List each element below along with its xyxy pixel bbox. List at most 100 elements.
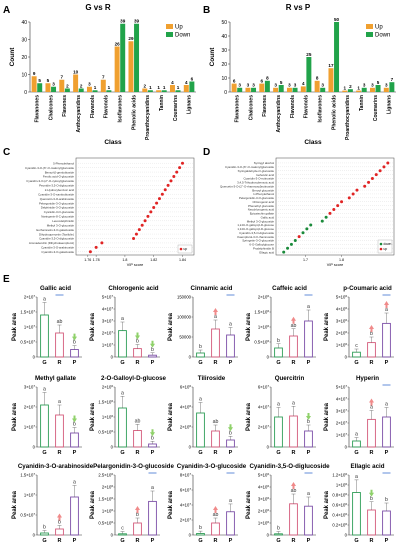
y-tick-exponent: 7 <box>345 384 347 388</box>
y-tick-exponent: 6 <box>111 414 113 418</box>
bar-up <box>369 87 375 92</box>
bar-up <box>142 88 148 92</box>
vip-point-up <box>340 200 344 204</box>
bar-value-label: 1 <box>344 85 347 90</box>
chart-title: 2-O-Galloyl-D-glucose <box>101 375 167 382</box>
x-tick-label: Isoflavones <box>117 95 123 123</box>
y-tick-exponent: 6 <box>111 496 113 500</box>
x-tick-label: P <box>307 360 311 366</box>
y-tick-exponent: 7 <box>345 420 347 424</box>
bar-value-label: 25 <box>306 52 312 57</box>
y-tick-exponent: 6 <box>267 520 269 524</box>
bar-down <box>106 90 112 92</box>
y-tick-exponent: 6 <box>111 399 113 403</box>
bar-p <box>382 322 391 358</box>
x-tick-label: P <box>151 360 155 366</box>
bar-up <box>286 87 292 92</box>
metabolite-label: Gallic acid <box>261 215 275 219</box>
bar-up <box>100 79 106 92</box>
change-arrow-down <box>306 413 311 420</box>
peak-area-chart: Quercitrin 0 2×107 4×107 6×107 Peak area a Ga Rb… <box>246 375 316 456</box>
y-tick-label: 2×106 <box>102 484 113 490</box>
bar-up <box>342 90 348 92</box>
bar-up <box>356 90 362 92</box>
x-tick-label: P <box>307 450 311 456</box>
x-tick-label: 1.76 <box>84 258 91 262</box>
chart-title: Caffeic acid <box>272 285 307 292</box>
y-tick-exponent: 6 <box>267 484 269 488</box>
y-axis-label: Peak area <box>12 312 18 341</box>
y-tick-exponent: 7 <box>33 339 35 343</box>
bar-value-label: 3 <box>321 83 324 88</box>
x-tick-label: Flavones <box>62 95 68 117</box>
y-tick-label: 0.5×107 <box>20 512 35 518</box>
vip-point-up <box>328 211 332 215</box>
bar-value-label: 3 <box>363 83 366 88</box>
y-tick-exponent: 6 <box>111 484 113 488</box>
bar-down <box>292 87 298 92</box>
vip-point-down <box>305 227 309 231</box>
legend-label: up <box>184 247 188 251</box>
x-tick-label: G <box>354 450 358 456</box>
significance-letter: c <box>355 343 358 349</box>
vip-point-up <box>374 173 378 177</box>
x-tick-label: Anthocyanidins <box>76 95 82 133</box>
y-tick-exponent: 7 <box>33 512 35 516</box>
y-tick-label: 3×107 <box>102 318 113 324</box>
y-tick-label: 4×107 <box>102 306 113 312</box>
y-tick-label: 4×106 <box>258 484 269 490</box>
y-tick-exponent: 6 <box>189 384 191 388</box>
y-tick-exponent: 6 <box>345 330 347 334</box>
x-tick-label: P <box>307 538 311 544</box>
chart-title: Methyl gallate <box>35 375 76 382</box>
bar-down <box>347 89 353 92</box>
x-tick-label: Isoflavones <box>317 95 323 123</box>
y-tick-label: 20 <box>21 55 27 61</box>
y-tick-label: 1.5×107 <box>20 309 35 315</box>
bar-up <box>59 79 65 92</box>
metabolite-label: Cyanidin-3-O-sambubioside <box>38 192 74 196</box>
y-tick-exponent: 6 <box>267 324 269 328</box>
vip-point-up <box>363 184 367 188</box>
x-tick-label: Flavanols <box>90 95 96 118</box>
chart-title: p-Coumaric acid <box>343 285 392 292</box>
metabolite-label: Cyanidin-3-O-(6''-O-malonyl)glucoside <box>225 165 274 169</box>
y-tick-exponent: 7 <box>189 517 191 521</box>
bar-down <box>92 90 98 92</box>
metabolite-label: Benzyl glucoside <box>252 188 274 192</box>
significance-letter: b <box>277 526 280 532</box>
x-tick-label: Proanthocyanidins <box>345 95 351 140</box>
peak-area-chart: Cyanidin-3-O-arabinoside 0 0.5×107 1×107 1.5… <box>12 463 94 544</box>
change-arrow-up <box>369 325 374 332</box>
metabolite-label: Aromadendrin (Dihydrokaempferol) <box>29 241 74 245</box>
y-tick-exponent: 7 <box>111 330 113 334</box>
vip-point-up <box>143 219 147 223</box>
bar-g <box>196 533 205 536</box>
significance-letter: b <box>73 422 76 428</box>
y-tick-label: 3×107 <box>24 384 35 390</box>
bar-g <box>40 314 49 358</box>
y-tick-label: 0 <box>224 90 227 96</box>
y-tick-exponent: 7 <box>33 492 35 496</box>
y-tick-exponent: 7 <box>111 318 113 322</box>
y-tick-label: 6×106 <box>180 384 191 390</box>
y-tick-label: 0 <box>111 533 114 538</box>
y-tick-exponent: 6 <box>111 429 113 433</box>
x-tick-label: Flavanols <box>290 95 296 118</box>
y-tick-label: 1.5×106 <box>98 496 113 502</box>
change-arrow-down <box>72 333 77 341</box>
significance-letter: b <box>151 435 154 441</box>
y-tick-label: 2×106 <box>180 424 191 430</box>
y-axis-label: Peak area <box>246 312 252 341</box>
y-tick-exponent: 7 <box>33 404 35 408</box>
bar-value-label: 7 <box>102 75 105 80</box>
y-tick-label: 0.5×106 <box>98 429 113 435</box>
y-tick-label: 0 <box>267 355 270 360</box>
y-tick-exponent: 6 <box>345 492 347 496</box>
y-tick-label: 0 <box>267 445 270 450</box>
change-arrow-down <box>135 332 140 340</box>
x-axis-label: Class <box>104 139 122 146</box>
bar-value-label: 6 <box>191 76 194 81</box>
y-tick-label: 2×106 <box>258 508 269 514</box>
y-tick-label: 2×107 <box>102 330 113 336</box>
